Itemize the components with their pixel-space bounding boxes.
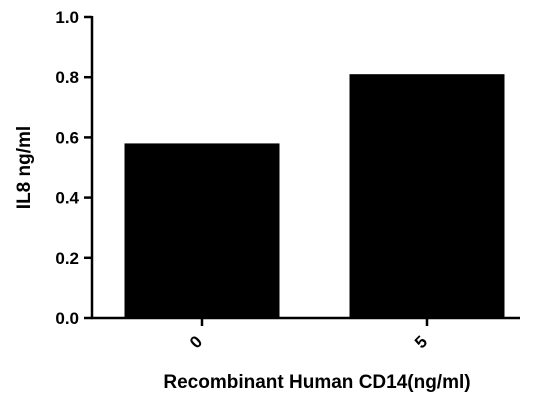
y-axis-title: IL8 ng/ml bbox=[14, 126, 35, 209]
y-tick-label: 1.0 bbox=[55, 8, 79, 27]
x-axis-title: Recombinant Human CD14(ng/ml) bbox=[163, 372, 470, 393]
bar-0 bbox=[124, 143, 280, 318]
bar-5 bbox=[349, 74, 505, 318]
y-tick-label: 0.6 bbox=[55, 128, 79, 147]
y-axis-ticks: 0.0 0.2 0.4 0.6 0.8 1.0 bbox=[55, 8, 92, 328]
x-tick-label: 0 bbox=[186, 332, 206, 352]
x-tick-label: 5 bbox=[411, 332, 431, 352]
y-tick-label: 0.4 bbox=[55, 189, 79, 208]
bars bbox=[124, 74, 505, 318]
y-tick-label: 0.8 bbox=[55, 68, 79, 87]
y-tick-label: 0.2 bbox=[55, 249, 79, 268]
y-tick-label: 0.0 bbox=[55, 309, 79, 328]
